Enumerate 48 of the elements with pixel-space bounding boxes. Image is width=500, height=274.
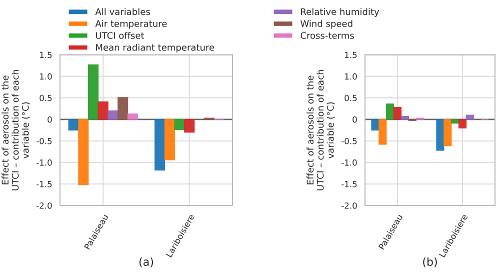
y-tick-label: -0.5 [36,138,52,144]
y-tick-label: -1.0 [36,159,52,166]
legend-label: Mean radiant temperature [96,44,214,53]
bar [371,119,380,130]
bar [118,97,128,120]
bar [78,119,89,186]
bar [154,119,166,171]
y-tick-label: -1.5 [342,181,357,188]
bar [466,114,474,120]
y-tick-label: -0.5 [342,138,357,144]
y-tick-label: 0 [48,116,52,123]
bar [127,113,138,120]
y-tick-label: 0.5 [344,94,357,102]
bar [378,119,387,145]
y-tick-label: 0.5 [40,94,52,102]
y-tick-label: 1.0 [345,73,357,80]
bar [458,119,467,128]
y-tick-label: 1.0 [40,73,52,80]
bar [400,116,409,120]
y-axis-title: Effect of aerosols on the UTCI – contribution of each variable (°C) [306,70,335,190]
bar [451,119,460,124]
bar [444,119,452,146]
y-axis-title: Effect of aerosols on the UTCI – contribution of each variable (°C) [2,70,30,190]
bar [108,110,118,120]
y-tick-label: -1.5 [36,181,52,188]
y-tick-label: 1.5 [345,52,357,58]
y-tick-label: 0 [352,116,357,123]
bar [184,119,195,133]
y-tick-label: -1.0 [342,159,357,166]
bar [68,119,79,130]
legend-label: Air temperature [95,20,167,29]
bar [393,106,402,120]
text: (a) [139,257,154,268]
legend-label: Relative humidity [301,8,380,17]
bar [436,119,444,151]
y-tick-label: -2.0 [342,202,357,209]
bar [386,104,394,120]
text: (b) [423,257,437,268]
bar [174,119,185,130]
y-tick-label: -2.0 [36,202,52,209]
bar [88,64,99,120]
legend-label: Wind speed [300,20,352,29]
legend-label: All variables [95,8,150,16]
y-tick-label: 1.5 [40,52,52,58]
bar [98,101,108,120]
legend-label: Cross-terms [300,32,354,39]
bar [164,119,175,160]
legend-label: UTCI offset [96,32,144,39]
